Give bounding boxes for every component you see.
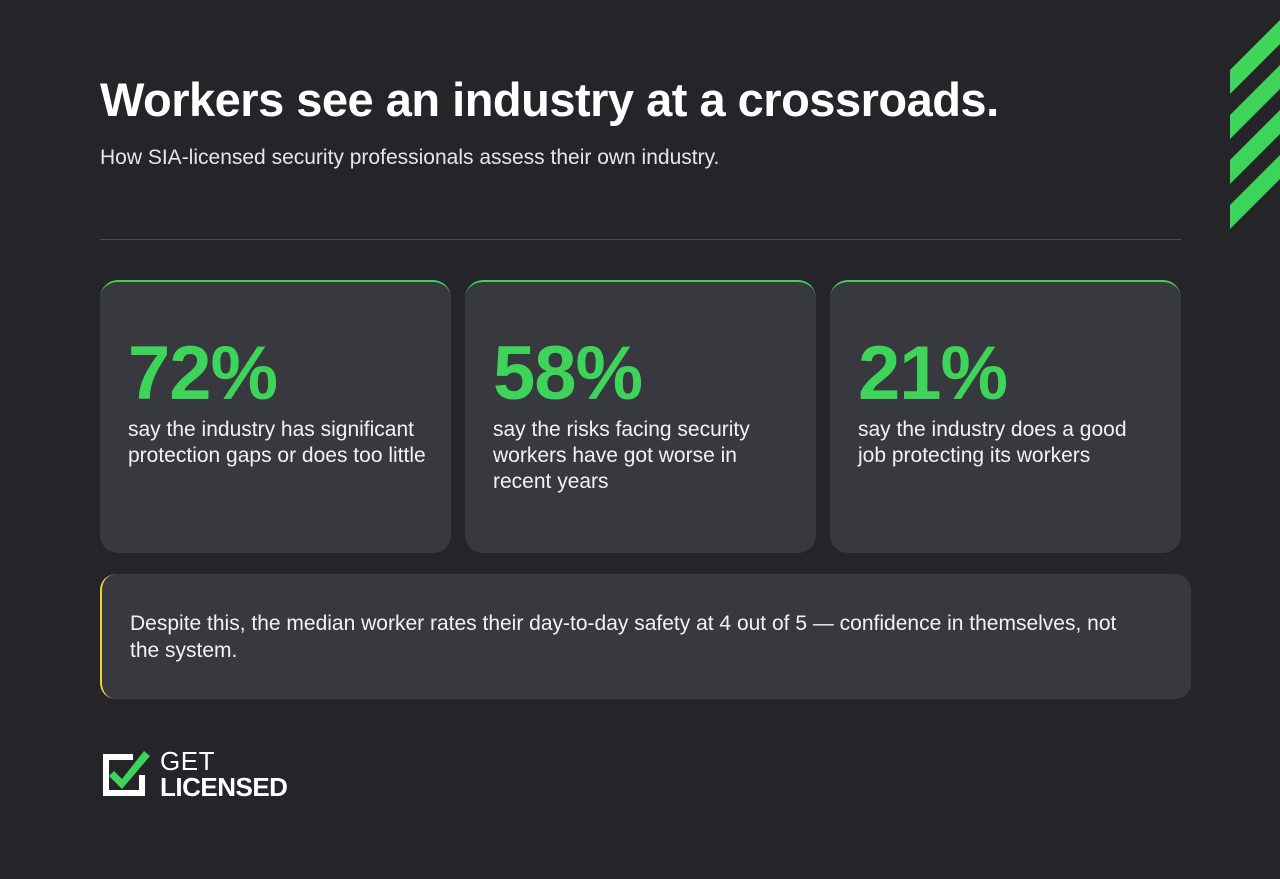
stat-value: 21% (858, 331, 1008, 416)
callout-text: Despite this, the median worker rates th… (130, 612, 1117, 662)
logo-word-get: GET (160, 746, 215, 776)
checkbox-checked-icon (103, 751, 150, 796)
stat-card: 21% say the industry does a good job pro… (830, 280, 1181, 553)
stat-description: say the industry has significant protect… (128, 418, 426, 467)
callout-note: Despite this, the median worker rates th… (100, 574, 1191, 699)
header-divider (100, 239, 1181, 240)
get-licensed-logo: GET LICENSED (100, 747, 300, 803)
decorative-stripes-icon (1230, 20, 1280, 232)
page-title: Workers see an industry at a crossroads. (100, 73, 999, 126)
stat-card: 72% say the industry has significant pro… (100, 280, 451, 553)
stat-description: say the industry does a good job protect… (858, 418, 1127, 467)
logo-word-licensed: LICENSED (160, 772, 288, 802)
page-subtitle: How SIA-licensed security professionals … (100, 146, 720, 169)
stat-value: 72% (128, 331, 278, 416)
stat-card: 58% say the risks facing security worker… (465, 280, 816, 553)
stat-value: 58% (493, 331, 643, 416)
stat-description: say the risks facing security workers ha… (493, 418, 750, 493)
